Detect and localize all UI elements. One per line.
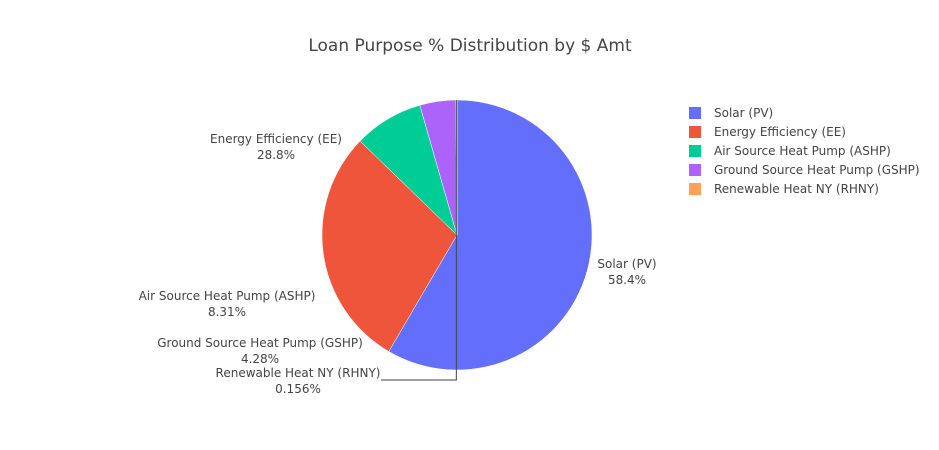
pie-slice-energy-efficiency-ee[interactable] (321, 140, 458, 352)
legend-label: Air Source Heat Pump (ASHP) (714, 144, 891, 158)
legend-item-energy-efficiency-ee[interactable]: Energy Efficiency (EE) (689, 125, 846, 139)
slice-percent-solar-pv: 58.4% (608, 273, 646, 287)
slice-percent-renewable-heat-ny-rhny: 0.156% (275, 382, 321, 396)
slice-label-renewable-heat-ny-rhny: Renewable Heat NY (RHNY) (216, 366, 381, 380)
legend-label: Solar (PV) (714, 106, 773, 120)
slice-label-air-source-heat-pump-ashp: Air Source Heat Pump (ASHP) (139, 289, 316, 303)
slice-percent-energy-efficiency-ee: 28.8% (257, 148, 295, 162)
legend-label: Energy Efficiency (EE) (714, 125, 846, 139)
pie-slice-solar-pv[interactable] (388, 99, 593, 371)
slice-labels: Solar (PV) 58.4% Energy Efficiency (EE) 28.… (139, 100, 657, 396)
slice-percent-ground-source-heat-pump-gshp: 4.28% (241, 352, 279, 366)
legend-item-ground-source-heat-pump-gshp[interactable]: Ground Source Heat Pump (GSHP) (689, 163, 920, 177)
legend-swatch (689, 126, 701, 138)
chart-title: Loan Purpose % Distribution by $ Amt (308, 36, 632, 56)
legend-label: Renewable Heat NY (RHNY) (714, 182, 879, 196)
legend-swatch (689, 164, 701, 176)
leader-line-renewable-heat-ny-rhny (381, 100, 457, 381)
legend-item-renewable-heat-ny-rhny[interactable]: Renewable Heat NY (RHNY) (689, 182, 879, 196)
slice-label-energy-efficiency-ee: Energy Efficiency (EE) (210, 132, 342, 146)
legend: Solar (PV) Energy Efficiency (EE) Air Sour… (689, 106, 920, 196)
slice-label-ground-source-heat-pump-gshp: Ground Source Heat Pump (GSHP) (157, 336, 363, 350)
legend-swatch (689, 145, 701, 157)
slice-label-solar-pv: Solar (PV) (597, 257, 656, 271)
pie-slices (321, 99, 593, 371)
legend-swatch (689, 107, 701, 119)
legend-item-air-source-heat-pump-ashp[interactable]: Air Source Heat Pump (ASHP) (689, 144, 891, 158)
legend-label: Ground Source Heat Pump (GSHP) (714, 163, 920, 177)
slice-percent-air-source-heat-pump-ashp: 8.31% (208, 305, 246, 319)
legend-item-solar-pv[interactable]: Solar (PV) (689, 106, 773, 120)
legend-swatch (689, 183, 701, 195)
